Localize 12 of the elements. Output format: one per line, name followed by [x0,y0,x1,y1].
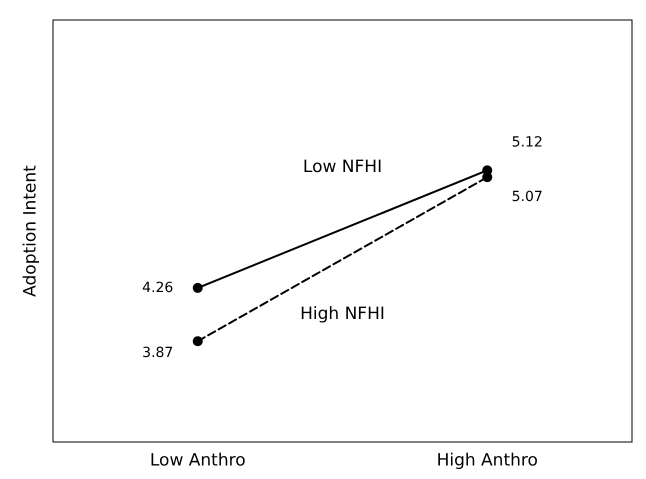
data-label: 4.26 [142,280,174,296]
point [192,336,203,346]
x-tick-label: Low Anthro [150,450,246,470]
x-tick-label: High Anthro [436,450,538,470]
data-label: 3.87 [142,345,174,362]
point [192,282,203,293]
point [482,172,492,182]
data-label: 5.07 [512,189,543,206]
y-axis-title: Adoption Intent [20,164,40,297]
series-label: Low NFHI [302,157,382,178]
data-label: 5.12 [512,134,543,150]
series-label: High NFHI [300,304,385,324]
